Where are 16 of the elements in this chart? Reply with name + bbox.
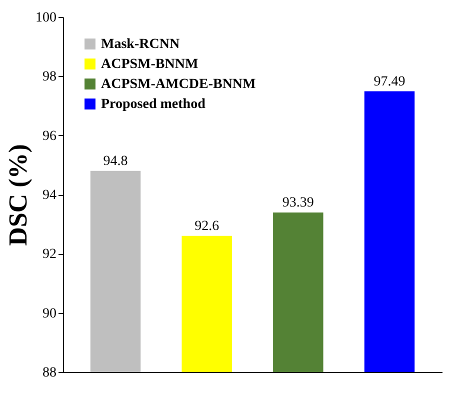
data-label: 94.8 bbox=[103, 154, 128, 169]
data-label: 93.39 bbox=[282, 196, 314, 211]
legend-label: ACPSM-AMCDE-BNNM bbox=[101, 77, 256, 92]
y-tick-label: 96 bbox=[42, 128, 56, 144]
data-label: 97.49 bbox=[374, 74, 406, 90]
y-tick-label: 98 bbox=[42, 70, 56, 85]
legend-label: ACPSM-BNNM bbox=[101, 57, 198, 72]
y-tick-label: 92 bbox=[42, 247, 56, 262]
legend-label: Proposed method bbox=[101, 97, 206, 112]
legend-label: Mask-RCNN bbox=[101, 37, 180, 52]
y-tick-label: 88 bbox=[42, 366, 56, 380]
y-axis-title: DSC (%) bbox=[4, 144, 32, 246]
y-tick-label: 90 bbox=[42, 306, 56, 322]
data-label: 92.6 bbox=[194, 218, 220, 234]
y-tick-label: 94 bbox=[42, 188, 56, 203]
y-tick-label: 100 bbox=[36, 10, 56, 26]
